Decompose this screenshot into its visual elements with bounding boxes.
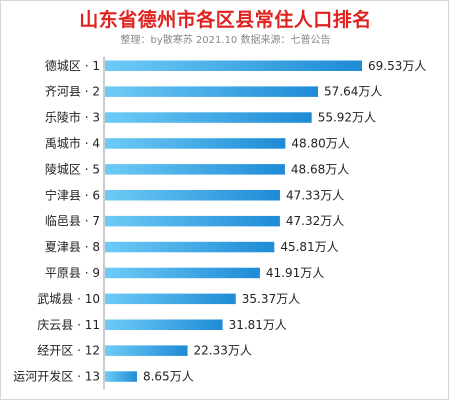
bar	[105, 60, 362, 71]
value-label: 35.37万人	[242, 292, 300, 306]
category-label: 齐河县 · 2	[45, 84, 100, 99]
category-label: 乐陵市 · 3	[45, 110, 100, 125]
value-label: 31.81万人	[229, 318, 287, 332]
value-label: 41.91万人	[266, 266, 324, 280]
category-label: 武城县 · 10	[37, 292, 100, 306]
category-label: 临邑县 · 7	[45, 214, 100, 228]
category-label: 禹城市 · 4	[45, 135, 100, 150]
value-label: 8.65万人	[143, 370, 194, 384]
category-label: 夏津县 · 8	[45, 240, 100, 254]
value-label: 48.68万人	[291, 162, 349, 176]
category-label: 经开区 · 12	[37, 344, 100, 358]
value-label: 55.92万人	[318, 111, 376, 125]
bar	[105, 86, 319, 97]
category-label: 庆云县 · 11	[37, 318, 100, 332]
bar	[105, 345, 188, 356]
bar	[105, 112, 312, 123]
bar	[105, 241, 275, 253]
chart-subtitle: 整理：by散寒苏 2021.10 数据来源：七普公告	[120, 35, 331, 46]
value-label: 69.53万人	[368, 59, 426, 73]
value-label: 47.33万人	[286, 188, 344, 202]
bar	[105, 371, 137, 382]
bar	[105, 293, 236, 305]
category-label: 陵城区 · 5	[45, 162, 100, 176]
value-label: 48.80万人	[291, 136, 349, 150]
chart-title: 山东省德州市各区县常住人口排名	[79, 9, 372, 31]
bar	[105, 190, 280, 201]
bar	[105, 138, 286, 149]
value-label: 45.81万人	[280, 240, 338, 254]
category-label: 德城区 · 1	[45, 58, 100, 73]
bar	[105, 215, 280, 227]
category-label: 平原县 · 9	[45, 266, 100, 280]
bar	[105, 267, 260, 279]
category-label: 宁津县 · 6	[45, 187, 100, 202]
value-label: 57.64万人	[324, 85, 382, 99]
bar	[105, 164, 285, 175]
bar	[105, 319, 223, 330]
category-label: 运河开发区 · 13	[13, 369, 100, 384]
value-label: 47.32万人	[286, 214, 344, 228]
value-label: 22.33万人	[194, 344, 252, 358]
